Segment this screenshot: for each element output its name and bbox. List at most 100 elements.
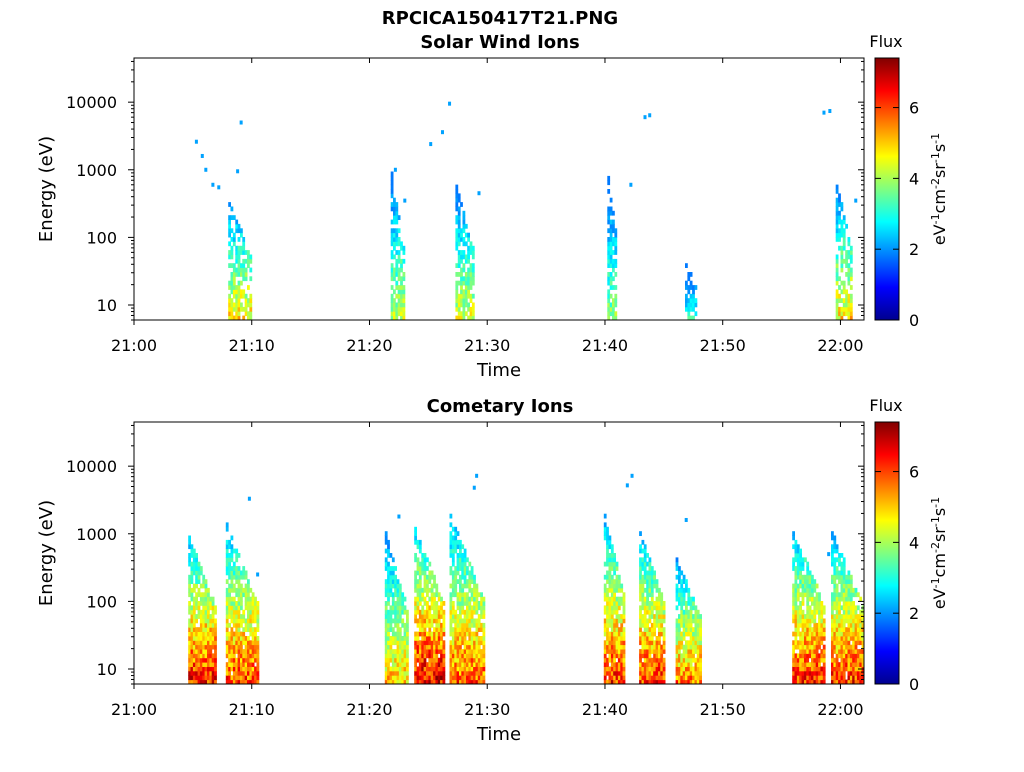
spectrogram-cell — [622, 636, 626, 641]
spectrogram-cell — [473, 653, 476, 659]
spectrogram-cell — [237, 237, 241, 242]
spectrogram-cell — [393, 237, 396, 242]
spectrogram-cell — [237, 263, 241, 268]
spectrogram-cell — [389, 609, 393, 615]
spectrogram-cell — [423, 653, 427, 659]
spectrogram-cell — [608, 644, 612, 650]
spectrogram-cell — [390, 241, 394, 247]
spectrogram-cell — [454, 666, 458, 672]
spectrogram-cell — [455, 237, 459, 242]
spectrogram-cell — [694, 622, 698, 628]
spectrogram-cell — [232, 596, 236, 602]
spectrogram-cell — [391, 627, 395, 632]
spectrogram-cell — [682, 675, 686, 681]
spectrogram-cell — [460, 237, 463, 242]
spectrogram-cell — [459, 679, 462, 685]
spectrogram-cell — [792, 679, 795, 685]
spectrogram-cell — [682, 666, 686, 672]
spectrogram-cell — [646, 601, 649, 606]
spectrogram-cell — [689, 614, 693, 619]
spectrogram-cell — [610, 675, 614, 681]
spectrogram-cell — [806, 587, 810, 593]
spectrogram-cell — [459, 627, 462, 632]
spectrogram-cell — [389, 622, 393, 628]
spectrogram-cell — [610, 649, 614, 654]
spectrogram-cell — [482, 601, 486, 606]
spectrogram-cell — [428, 570, 432, 576]
spectrogram-cell — [421, 627, 425, 632]
spectrogram-cell — [197, 601, 201, 606]
spectrogram-cell — [680, 679, 684, 685]
spectrogram-cell — [225, 662, 229, 667]
spectrogram-cell — [188, 662, 191, 667]
spectrogram-cell — [199, 614, 203, 619]
spectrogram-cell — [240, 306, 243, 312]
spectrogram-cell — [249, 302, 253, 308]
spectrogram-cell — [393, 245, 396, 251]
spectrogram-cell — [228, 557, 231, 563]
spectrogram-cell — [455, 197, 459, 203]
spectrogram-cell — [247, 666, 250, 672]
spectrogram-cell — [188, 649, 191, 654]
spectrogram-cell — [612, 250, 615, 255]
spectrogram-cell — [831, 670, 834, 676]
spectrogram-cell — [466, 579, 469, 584]
spectrogram-cell — [831, 574, 834, 580]
spectrogram-cell — [202, 679, 206, 685]
spectrogram-cell — [192, 587, 196, 593]
spectrogram-cell — [390, 263, 394, 268]
spectrogram-cell — [401, 675, 405, 681]
spectrogram-cell — [849, 614, 853, 619]
spectrogram-cell — [794, 679, 798, 685]
spectrogram-cell — [612, 263, 615, 268]
spectrogram-cell — [614, 311, 618, 317]
spectrogram-cell — [861, 627, 865, 632]
spectrogram-cell — [801, 583, 805, 589]
spectrogram-cell — [842, 215, 846, 220]
spectrogram-cell — [615, 614, 619, 619]
spectrogram-cell — [421, 636, 425, 641]
spectrogram-cell — [416, 566, 420, 571]
spectrogram-cell — [678, 614, 681, 619]
spectrogram-cell — [249, 605, 253, 611]
spectrogram-cell — [202, 609, 206, 615]
x-tick-label: 21:30 — [464, 700, 510, 719]
spectrogram-cell — [401, 636, 405, 641]
spectrogram-cell — [613, 618, 616, 624]
spectrogram-cell — [462, 215, 466, 220]
spectrogram-cell — [464, 258, 468, 264]
spectrogram-cell — [833, 679, 837, 685]
spectrogram-cell — [694, 679, 698, 685]
spectrogram-cell — [473, 609, 476, 615]
spectrogram-cell — [242, 267, 246, 273]
spectrogram-cell — [390, 302, 394, 308]
spectrogram-cell — [389, 653, 393, 659]
spectrogram-cell — [650, 622, 654, 628]
spectrogram-cell — [228, 280, 231, 286]
spectrogram-cell — [820, 675, 824, 681]
spectrogram-cell — [391, 605, 395, 611]
spectrogram-cell — [608, 579, 612, 584]
spectrogram-cell — [475, 640, 479, 646]
spectrogram-cell — [451, 539, 455, 545]
spectrogram-cell — [202, 583, 206, 589]
spectrogram-cell — [396, 679, 400, 685]
spectrogram-cell — [842, 311, 846, 317]
spectrogram-cell — [838, 644, 841, 650]
spectrogram-cell — [232, 653, 236, 659]
spectrogram-cell — [455, 193, 459, 199]
spectrogram-cell — [607, 175, 611, 181]
spectrogram-cell — [440, 609, 443, 615]
spectrogram-cell — [854, 679, 858, 685]
spectrogram-cell — [842, 627, 846, 632]
spectrogram-cell — [678, 596, 681, 602]
spectrogram-cell — [211, 636, 215, 641]
spectrogram-cell — [833, 636, 837, 641]
spectrogram-cell — [849, 587, 853, 593]
spectrogram-cell — [811, 592, 814, 598]
spectrogram-cell — [692, 605, 695, 611]
spectrogram-cell — [455, 272, 459, 277]
spectrogram-cell — [655, 675, 659, 681]
spectrogram-cell — [650, 592, 654, 598]
spectrogram-cell — [838, 601, 841, 606]
